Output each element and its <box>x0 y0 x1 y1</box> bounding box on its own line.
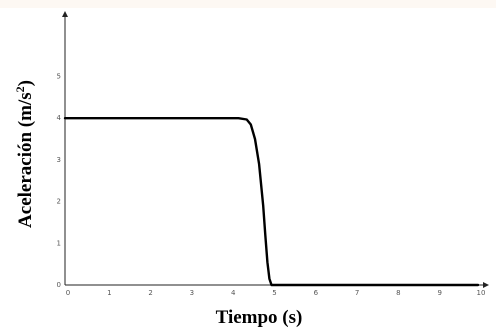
y-axis-title: Aceleración (m/s2) <box>13 80 36 228</box>
plot-area: 0 1 2 3 4 5 6 7 8 9 10 0 1 2 3 4 5 <box>57 11 489 297</box>
y-axis-title-main: Aceleración (m/s <box>15 92 36 228</box>
y-tick-label-1: 1 <box>57 239 61 247</box>
y-tick-label-2: 2 <box>57 198 61 206</box>
series-line-0 <box>63 116 480 287</box>
x-tick-label-10: 10 <box>477 289 486 297</box>
x-axis-title: Tiempo (s) <box>216 307 303 328</box>
y-axis-title-close: ) <box>15 80 36 86</box>
series-layer <box>63 116 480 287</box>
y-tick-labels: 0 1 2 3 4 5 <box>57 73 62 290</box>
x-tick-label-3: 3 <box>190 289 194 297</box>
x-tick-label-6: 6 <box>314 289 319 297</box>
y-tick-label-3: 3 <box>57 156 61 164</box>
x-tick-label-9: 9 <box>437 289 441 297</box>
x-axis-arrow <box>483 282 489 288</box>
x-tick-label-2: 2 <box>148 289 152 297</box>
y-axis-title-superscript: 2 <box>13 86 27 92</box>
x-tick-label-4: 4 <box>231 289 236 297</box>
y-tick-label-0: 0 <box>57 281 61 289</box>
x-tick-labels: 0 1 2 3 4 5 6 7 8 9 10 <box>66 289 486 297</box>
x-tick-label-1: 1 <box>107 289 111 297</box>
x-tick-label-8: 8 <box>396 289 400 297</box>
y-tick-label-4: 4 <box>57 114 62 122</box>
x-tick-label-7: 7 <box>355 289 359 297</box>
x-tick-label-5: 5 <box>272 289 276 297</box>
top-band <box>0 0 496 8</box>
x-tick-label-0: 0 <box>66 289 70 297</box>
y-tick-label-5: 5 <box>57 73 61 81</box>
y-axis-arrow <box>62 11 68 17</box>
